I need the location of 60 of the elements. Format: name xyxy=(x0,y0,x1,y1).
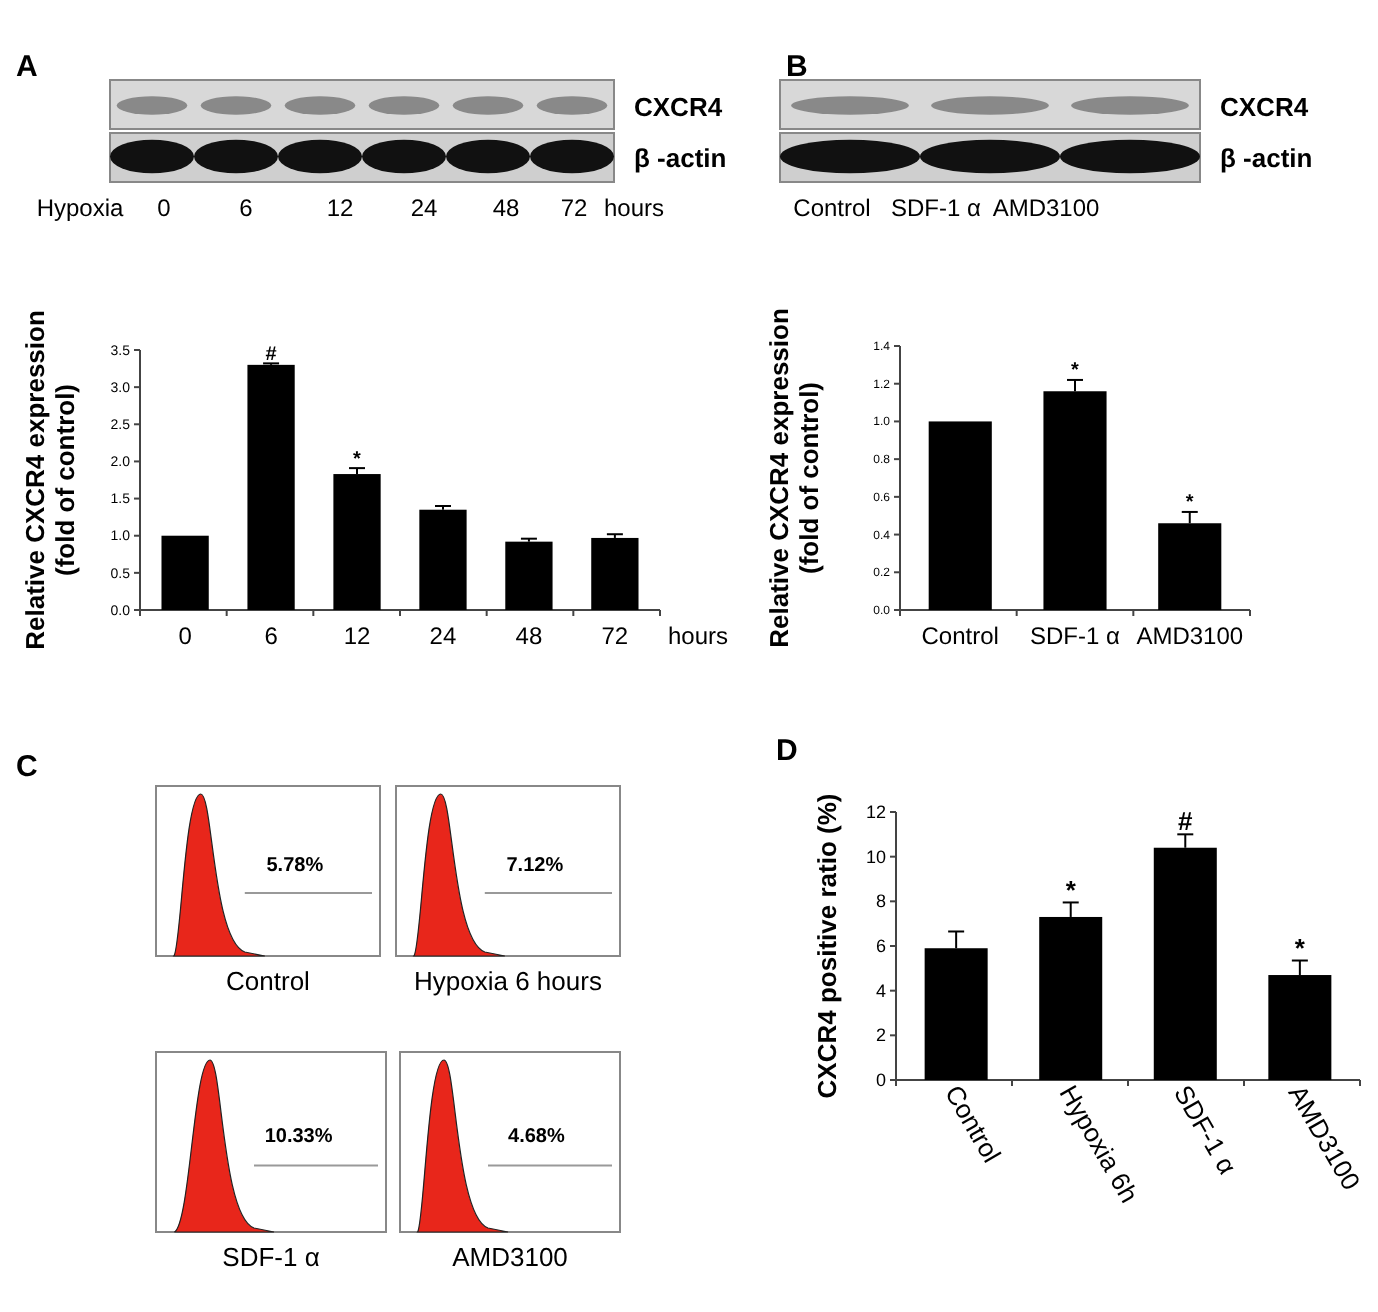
y-axis-title: Relative CXCR4 expression (fold of control) xyxy=(20,310,80,650)
text: hours xyxy=(603,194,665,222)
text: AMD3100 xyxy=(992,194,1100,222)
x-axis-title: hours xyxy=(668,622,729,650)
bar xyxy=(333,474,381,610)
bar xyxy=(419,509,467,610)
text: 7.12% xyxy=(506,855,564,877)
y-tick-label: 10 xyxy=(865,846,886,867)
x-tick-label: AMD3100 xyxy=(1136,622,1244,650)
text: SDF-1 α xyxy=(222,1242,321,1272)
y-axis-title: CXCR4 positive ratio (%) xyxy=(812,793,842,1099)
x-tick-label: 24 xyxy=(429,622,457,650)
x-tick-label: 6 xyxy=(264,622,279,650)
bar xyxy=(505,541,553,610)
annotation: # xyxy=(1178,805,1195,836)
chart-title: D xyxy=(776,734,798,768)
text: 4.68% xyxy=(508,1126,565,1148)
text: 6 xyxy=(239,194,254,222)
text: 10.33% xyxy=(264,1126,333,1148)
annotation: * xyxy=(1294,933,1307,964)
y-tick-label: 12 xyxy=(865,802,886,822)
text: β -actin xyxy=(634,142,727,173)
text: β -actin xyxy=(1220,142,1313,173)
text: 12 xyxy=(326,194,354,222)
bar xyxy=(161,535,209,610)
text: AMD3100 xyxy=(452,1242,568,1272)
text: 48 xyxy=(492,194,520,222)
x-tick-label: 12 xyxy=(343,622,372,650)
bar xyxy=(928,421,992,610)
text: C xyxy=(16,750,38,784)
chart-title: A xyxy=(16,50,38,84)
y-tick-label: 6 xyxy=(875,936,886,956)
annotation: * xyxy=(1185,492,1194,515)
x-tick-label: 0 xyxy=(178,622,193,650)
text: Hypoxia 6 hours xyxy=(414,966,603,996)
y-tick-label: 8 xyxy=(875,891,886,912)
y-tick-label: 2 xyxy=(875,1025,886,1046)
y-axis-title: Relative CXCR4 expression (fold of control) xyxy=(764,308,824,648)
text: 5.78% xyxy=(266,855,324,877)
x-tick-label: SDF-1 α xyxy=(1030,622,1121,650)
text: 0 xyxy=(157,194,172,222)
text: Hypoxia xyxy=(36,194,124,222)
x-tick-label: 72 xyxy=(601,622,629,650)
text: 24 xyxy=(410,194,438,222)
text: CXCR4 xyxy=(634,91,724,122)
text: Control xyxy=(793,194,871,222)
annotation: * xyxy=(1071,360,1080,383)
bar xyxy=(247,364,295,610)
annotation: * xyxy=(1065,875,1078,906)
chart-title: B xyxy=(786,50,808,84)
text: SDF-1 α xyxy=(891,194,982,222)
annotation: # xyxy=(265,344,278,367)
text: Control xyxy=(226,966,311,996)
text: 72 xyxy=(560,194,588,222)
x-tick-label: 48 xyxy=(515,622,543,650)
text: CXCR4 xyxy=(1220,91,1310,122)
y-tick-label: 4 xyxy=(875,980,886,1001)
annotation: * xyxy=(353,449,362,472)
bar xyxy=(591,537,639,610)
x-tick-label: Control xyxy=(921,622,999,650)
